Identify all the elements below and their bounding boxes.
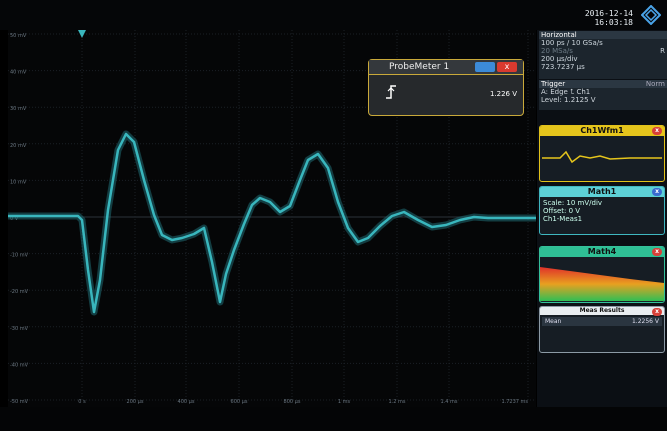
- y-tick-label: 40 mV: [10, 70, 27, 76]
- probemeter-dialog[interactable]: ProbeMeter 1 x 1.226 V: [368, 59, 524, 116]
- y-tick-label: 20 mV: [10, 143, 27, 149]
- ch1-close-icon[interactable]: x: [652, 127, 662, 135]
- x-tick-label: 1.7237 ms: [501, 399, 528, 405]
- math1-scale: Scale: 10 mV/div: [543, 199, 603, 207]
- y-tick-label: -50 mV: [10, 399, 29, 405]
- x-tick-label: 1.2 ms: [388, 399, 405, 405]
- ch1-waveform-tile[interactable]: Ch1Wfm1 x: [539, 125, 665, 182]
- trigger-title: Trigger: [541, 80, 566, 88]
- acq-mode-text: R: [660, 47, 665, 55]
- meas-tile-title: Meas Results: [579, 307, 625, 314]
- probemeter-value: 1.226 V: [489, 90, 517, 98]
- waveform-envelope: [8, 130, 536, 316]
- minimize-button[interactable]: [475, 62, 495, 72]
- horizontal-title: Horizontal: [539, 31, 667, 39]
- x-tick-label: 600 µs: [231, 399, 248, 405]
- sample-rate-text: 20 MSa/s: [541, 47, 573, 55]
- horizontal-panel[interactable]: Horizontal 100 ps / 10 GSa/s 20 MSa/s R …: [539, 31, 667, 79]
- brand-logo-icon: [641, 5, 661, 25]
- math1-tile[interactable]: Math1 x Scale: 10 mV/div Offset: 0 V Ch1…: [539, 186, 665, 235]
- x-tick-label: 200 µs: [127, 399, 144, 405]
- ch1-thumbnail: [542, 150, 662, 164]
- x-tick-label: 1.4 ms: [440, 399, 457, 405]
- trigger-source: A: Edge ⮤ Ch1: [541, 88, 591, 96]
- y-tick-label: 10 mV: [10, 179, 27, 185]
- math4-tile-title: Math4: [587, 247, 617, 256]
- trigger-panel[interactable]: Trigger Norm A: Edge ⮤ Ch1 Level: 1.2125…: [539, 80, 667, 110]
- y-tick-label: -30 mV: [10, 326, 29, 332]
- y-tick-label: -20 mV: [10, 289, 29, 295]
- time-per-div-text: 200 µs/div: [541, 55, 578, 63]
- math1-offset: Offset: 0 V: [543, 207, 581, 215]
- math1-expression: Ch1-Meas1: [543, 215, 583, 223]
- meas-results-tile[interactable]: Meas Results x Mean 1.2256 V: [539, 306, 665, 353]
- y-tick-label: -40 mV: [10, 362, 29, 368]
- math4-close-icon[interactable]: x: [652, 248, 662, 256]
- x-tick-label: 400 µs: [178, 399, 195, 405]
- datetime: 2016-12-14 16:03:18: [585, 9, 633, 27]
- meas-value: 1.2256 V: [631, 318, 659, 325]
- bottom-bar: [0, 407, 667, 431]
- x-tick-label: 800 µs: [284, 399, 301, 405]
- math1-close-icon[interactable]: x: [652, 188, 662, 196]
- trigger-mode: Norm: [645, 80, 665, 88]
- date-text: 2016-12-14: [584, 9, 633, 18]
- meas-close-icon[interactable]: x: [652, 308, 662, 316]
- x-tick-label: 0 s: [78, 399, 86, 405]
- y-tick-label: -10 mV: [10, 253, 29, 259]
- math1-tile-title: Math1: [587, 187, 617, 196]
- x-tick-label: 1 ms: [338, 399, 351, 405]
- trigger-level: Level: 1.2125 V: [541, 96, 596, 104]
- meas-label: Mean: [545, 318, 562, 325]
- timebase-text: 100 ps / 10 GSa/s: [541, 39, 603, 47]
- trigger-position-icon[interactable]: [78, 30, 86, 38]
- ch1-tile-title: Ch1Wfm1: [580, 126, 624, 135]
- y-tick-label: 50 mV: [10, 33, 27, 39]
- edge-trigger-icon: [386, 85, 396, 99]
- math4-tile[interactable]: Math4 x: [539, 246, 665, 303]
- math4-spectrum-thumbnail: [540, 267, 664, 301]
- close-button[interactable]: x: [497, 62, 517, 72]
- time-text: 16:03:18: [594, 18, 633, 27]
- meas-row: Mean 1.2256 V: [542, 317, 662, 326]
- y-tick-label: 30 mV: [10, 106, 27, 112]
- top-bar: 2016-12-14 16:03:18: [0, 0, 667, 30]
- waveform-trace: [8, 132, 536, 314]
- probemeter-title: ProbeMeter 1: [389, 62, 450, 72]
- record-length-text: 723.7237 µs: [541, 63, 585, 71]
